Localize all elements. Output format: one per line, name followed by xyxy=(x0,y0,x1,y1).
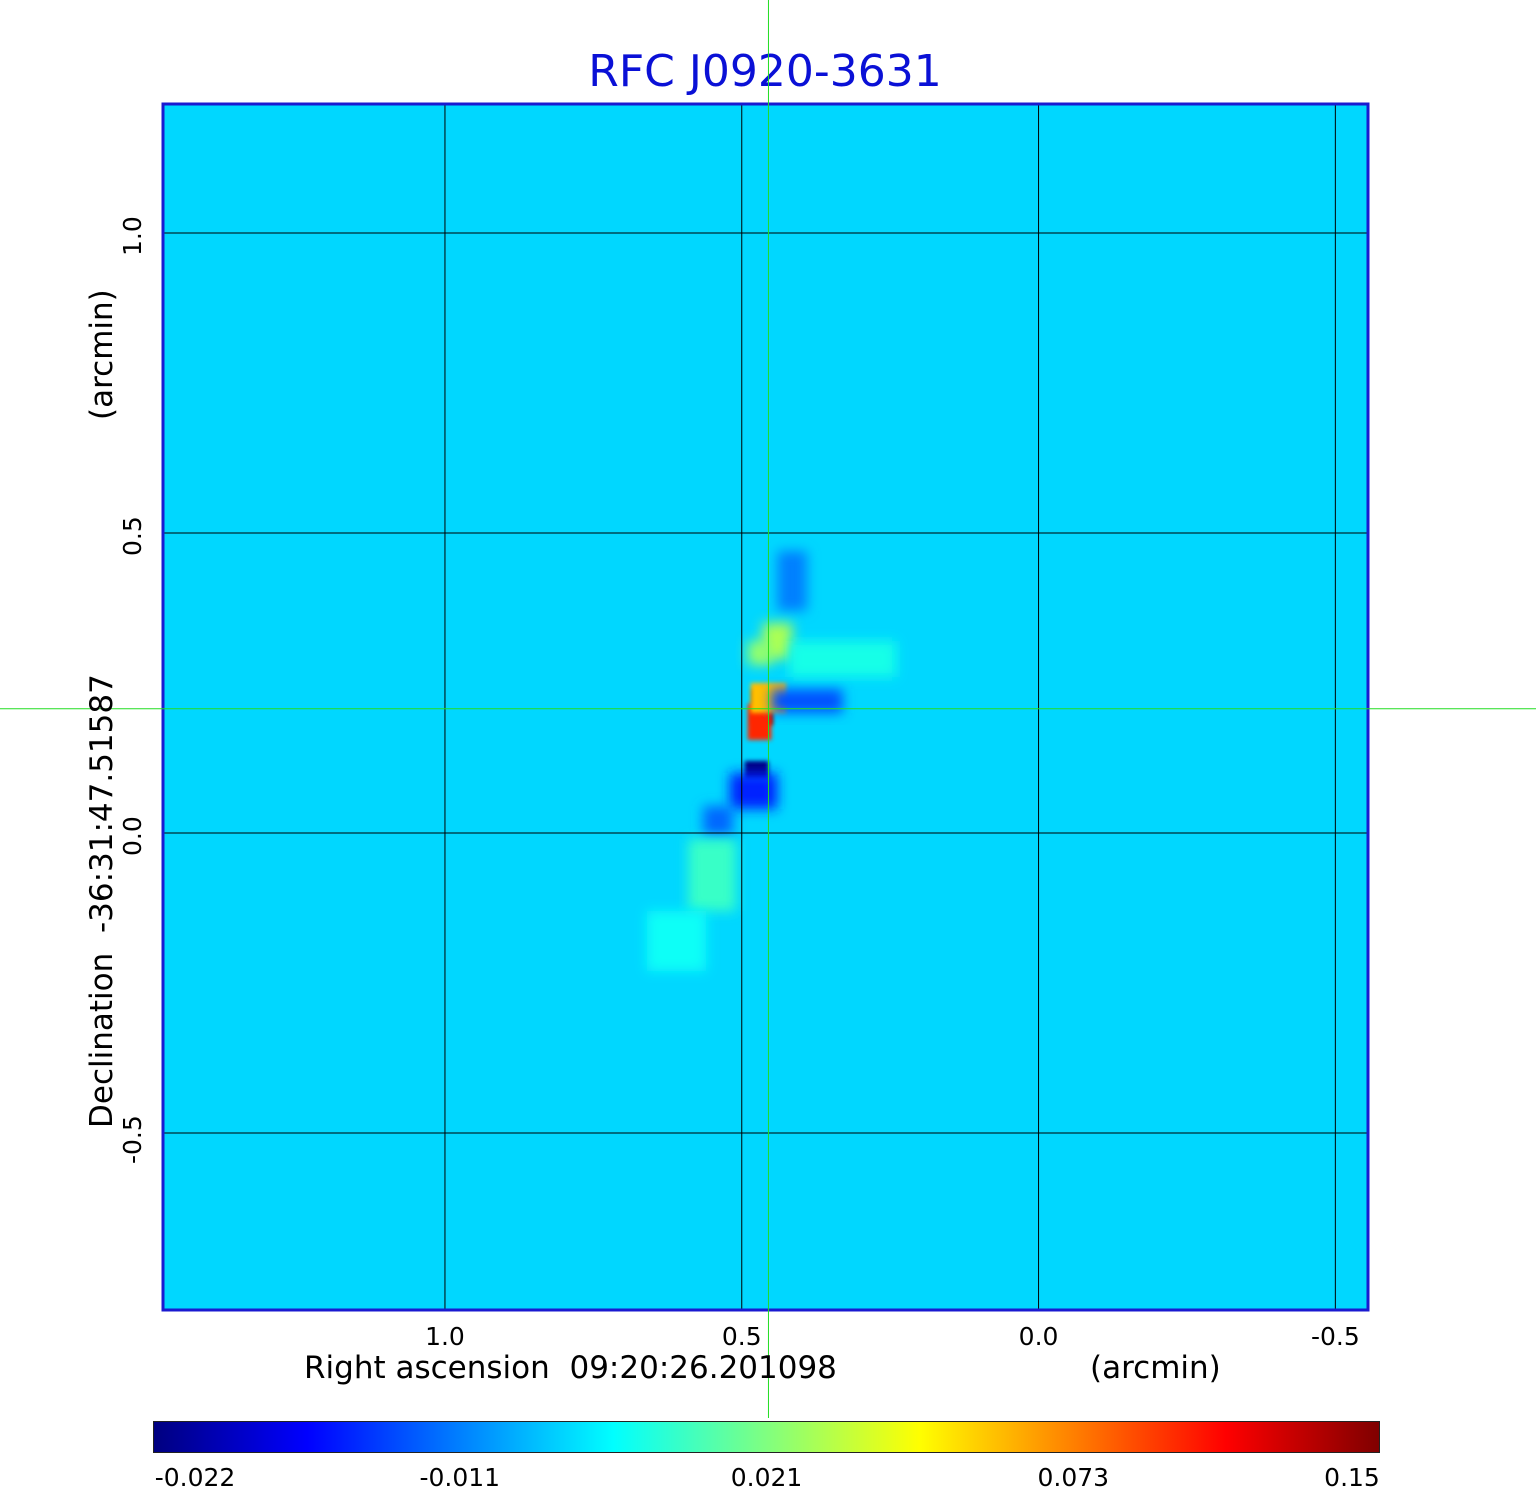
emission-feature xyxy=(777,551,808,611)
emission-feature xyxy=(688,839,736,911)
emission-feature xyxy=(646,911,707,971)
x-tick-label: 0.0 xyxy=(1018,1322,1059,1351)
emission-feature xyxy=(789,641,897,677)
emission-feature xyxy=(703,806,733,836)
chart-title: RFC J0920-3631 xyxy=(588,46,942,97)
x-axis-unit: (arcmin) xyxy=(1090,1350,1221,1386)
y-axis-label: Declination -36:31:47.51587 xyxy=(84,674,120,1128)
colorbar-tick-label: 0.15 xyxy=(1324,1463,1380,1492)
x-tick-label: -0.5 xyxy=(1310,1322,1360,1351)
colorbar xyxy=(153,1421,1380,1453)
x-axis-label: Right ascension 09:20:26.201098 xyxy=(304,1350,837,1386)
y-tick-label: 0.0 xyxy=(118,816,147,857)
colorbar-tick-label: -0.011 xyxy=(419,1463,501,1492)
colorbar-tick-label: 0.021 xyxy=(730,1463,803,1492)
x-tick-label: 1.0 xyxy=(425,1322,465,1351)
emission-feature xyxy=(729,773,778,809)
emission-feature xyxy=(771,689,843,713)
y-tick-label: -0.5 xyxy=(118,1115,147,1164)
colorbar-tick-label: -0.022 xyxy=(154,1463,236,1492)
y-axis-unit: (arcmin) xyxy=(84,289,120,420)
x-tick-label: 0.5 xyxy=(721,1322,762,1351)
y-tick-label: 0.5 xyxy=(118,516,147,557)
plot-frame xyxy=(161,102,1370,1312)
emission-feature xyxy=(747,641,772,665)
colorbar-tick-label: 0.073 xyxy=(1037,1463,1110,1492)
y-tick-label: 1.0 xyxy=(118,216,147,257)
